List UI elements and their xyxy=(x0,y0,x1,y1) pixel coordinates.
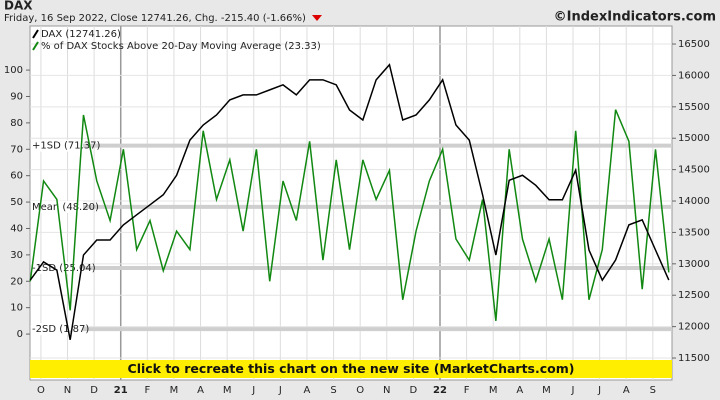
y2-tick-label: 11500 xyxy=(678,353,710,364)
band-label: +1SD (71.37) xyxy=(32,141,100,152)
series-line xyxy=(29,63,670,340)
y2-tick-label: 16500 xyxy=(678,39,710,50)
legend-icon xyxy=(32,41,39,51)
x-tick-label: A xyxy=(516,385,523,396)
down-arrow xyxy=(312,15,322,21)
x-tick-label: J xyxy=(571,385,575,396)
y2-tick-label: 12000 xyxy=(678,322,710,333)
x-tick-label: M xyxy=(223,385,232,396)
y2-tick-label: 15000 xyxy=(678,133,710,144)
x-tick-label: D xyxy=(90,385,98,396)
y2-tick-label: 13500 xyxy=(678,227,710,238)
x-tick-label: O xyxy=(356,385,364,396)
band-label: -2SD (1.87) xyxy=(32,324,89,335)
x-tick-label: J xyxy=(278,385,282,396)
x-tick-label: D xyxy=(410,385,418,396)
y-tick-label: 30 xyxy=(10,250,23,261)
x-tick-label: A xyxy=(623,385,630,396)
band-label: -1SD (25.04) xyxy=(32,263,96,274)
x-tick-label: N xyxy=(383,385,390,396)
band-label-bg xyxy=(31,139,83,152)
y2-tick-label: 15500 xyxy=(678,102,710,113)
y-tick-label: 40 xyxy=(10,223,23,234)
x-tick-label: M xyxy=(489,385,498,396)
y-tick-label: 60 xyxy=(10,171,23,182)
banner[interactable] xyxy=(30,360,672,378)
x-tick-label: F xyxy=(144,385,150,396)
chart-title: DAX xyxy=(4,0,33,13)
x-tick-label: J xyxy=(597,385,601,396)
band-label: Mean (48.20) xyxy=(32,202,99,213)
y-tick-label: 80 xyxy=(10,118,23,129)
x-tick-label: 21 xyxy=(114,385,128,396)
watermark: ©IndexIndicators.com xyxy=(554,10,716,25)
y2-tick-label: 16000 xyxy=(678,70,710,81)
x-tick-label: A xyxy=(304,385,311,396)
y-tick-label: 20 xyxy=(10,276,23,287)
x-tick-label: 22 xyxy=(433,385,447,396)
banner-text[interactable]: Click to recreate this chart on the new … xyxy=(128,361,575,376)
legend-icon xyxy=(32,29,39,39)
x-tick-label: A xyxy=(197,385,204,396)
x-tick-label: M xyxy=(170,385,179,396)
y-tick-label: 90 xyxy=(10,91,23,102)
legend-label: DAX (12741.26) xyxy=(41,29,121,40)
y-tick-label: 70 xyxy=(10,144,23,155)
x-tick-label: N xyxy=(64,385,71,396)
chart-subtitle: Friday, 16 Sep 2022, Close 12741.26, Chg… xyxy=(4,13,306,24)
series-line xyxy=(29,109,670,321)
y-tick-label: 0 xyxy=(17,329,23,340)
y2-tick-label: 14500 xyxy=(678,165,710,176)
x-tick-label: J xyxy=(251,385,255,396)
x-tick-label: O xyxy=(37,385,45,396)
y2-tick-label: 12500 xyxy=(678,290,710,301)
x-tick-label: M xyxy=(542,385,551,396)
band-label-bg xyxy=(31,261,83,274)
plot-area xyxy=(29,25,673,381)
y-tick-label: 10 xyxy=(10,303,23,314)
y-tick-label: 100 xyxy=(4,65,23,76)
band-label-bg xyxy=(31,200,83,213)
y2-tick-label: 13000 xyxy=(678,259,710,270)
x-tick-label: S xyxy=(330,385,336,396)
legend-label: % of DAX Stocks Above 20-Day Moving Aver… xyxy=(41,41,321,52)
y-tick-label: 50 xyxy=(10,197,23,208)
y2-tick-label: 14000 xyxy=(678,196,710,207)
x-tick-label: F xyxy=(464,385,470,396)
band-label-bg xyxy=(31,323,83,336)
x-tick-label: S xyxy=(650,385,656,396)
